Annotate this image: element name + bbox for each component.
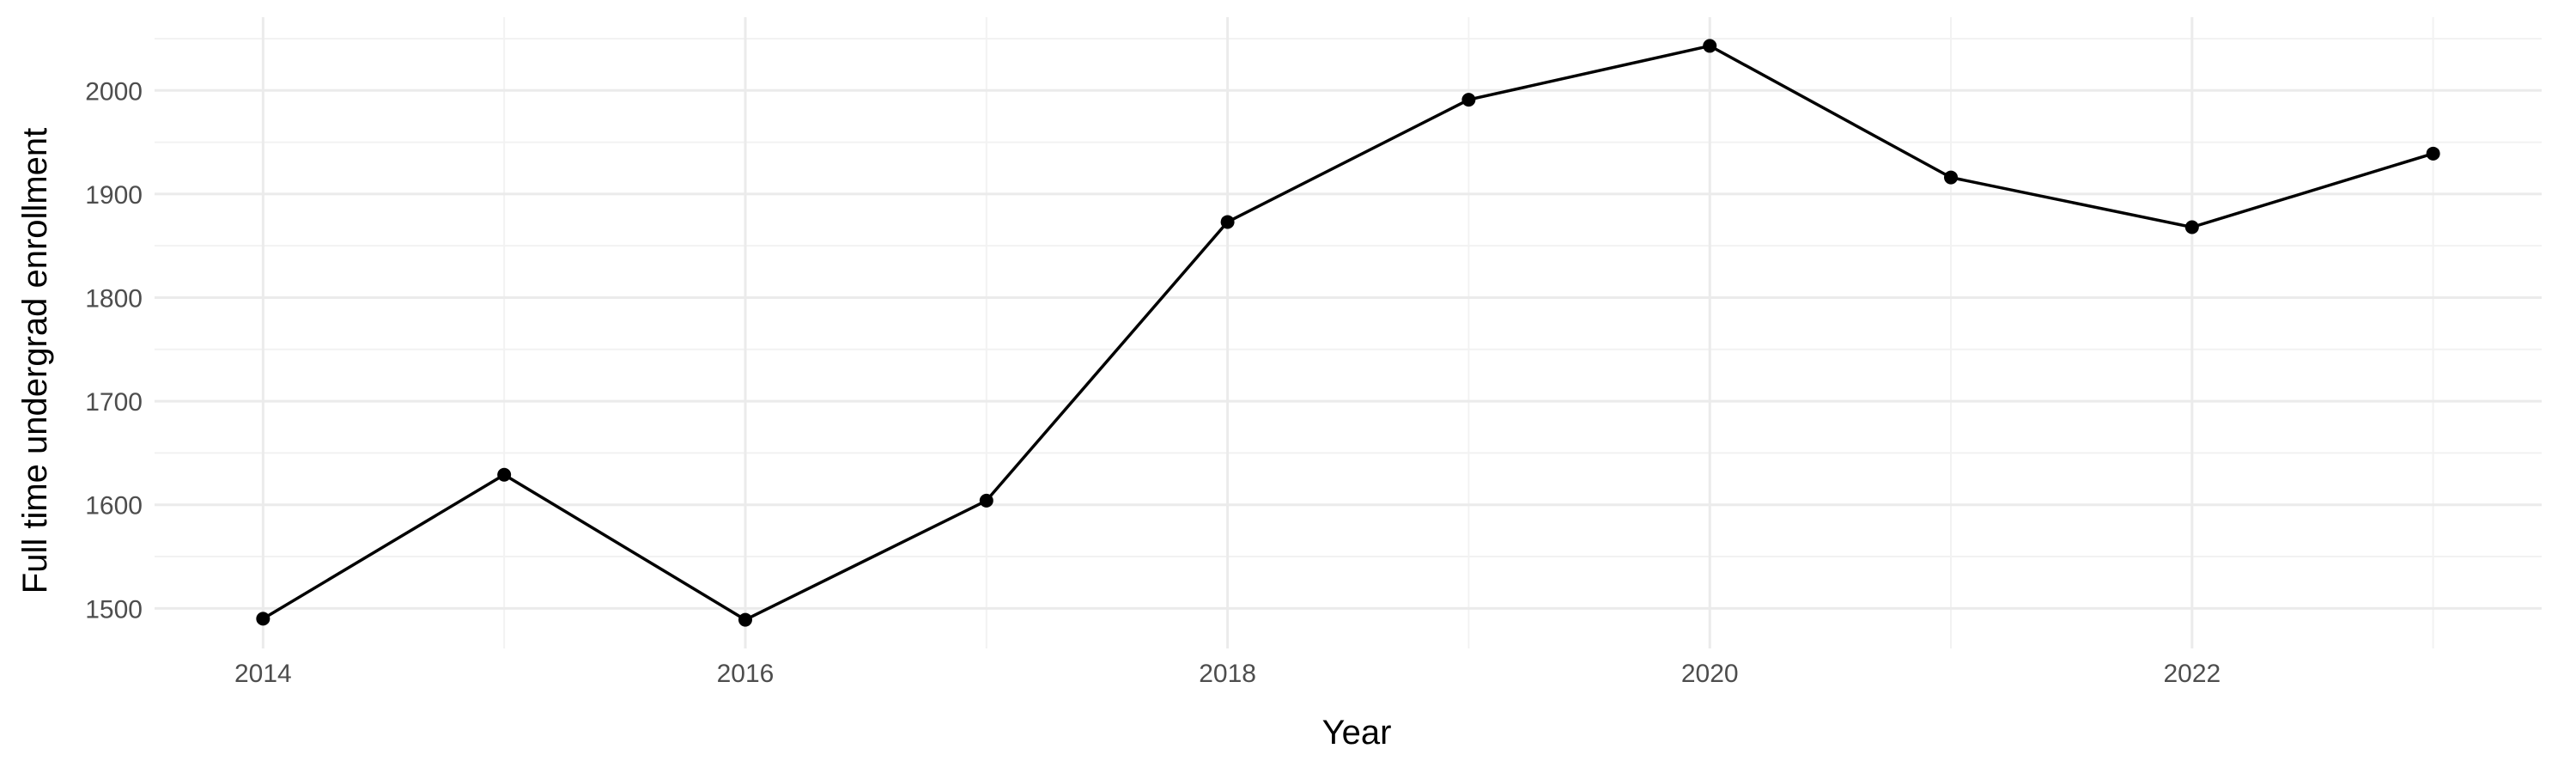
y-tick-label: 1700 [85, 388, 143, 417]
data-point [1944, 170, 1959, 185]
data-point [738, 612, 752, 627]
grid [155, 17, 2542, 648]
x-axis-title: Year [1322, 714, 1392, 752]
y-axis-ticks: 1500 1600 1700 1800 1900 2000 [85, 77, 143, 624]
data-point [979, 493, 993, 508]
data-point [1703, 39, 1717, 53]
x-tick-label: 2014 [234, 660, 292, 688]
y-tick-label: 2000 [85, 77, 143, 106]
data-point [497, 467, 512, 482]
data-point [1461, 93, 1476, 107]
data-point [2426, 146, 2440, 161]
x-tick-label: 2018 [1199, 660, 1256, 688]
data-point [256, 612, 270, 626]
y-tick-label: 1900 [85, 181, 143, 210]
series-line [262, 44, 2434, 622]
y-tick-label: 1600 [85, 492, 143, 520]
points-layer [256, 39, 2440, 627]
y-tick-label: 1800 [85, 284, 143, 313]
x-tick-label: 2020 [1681, 660, 1739, 688]
y-tick-label: 1500 [85, 595, 143, 624]
y-axis-title: Full time undergrad enrollment [16, 128, 54, 593]
series-layer [262, 44, 2434, 622]
x-tick-label: 2022 [2163, 660, 2221, 688]
x-tick-label: 2016 [717, 660, 775, 688]
data-point [1220, 215, 1235, 229]
x-axis-ticks: 2014 2016 2018 2020 2022 [234, 660, 2221, 688]
data-point [2184, 220, 2199, 234]
